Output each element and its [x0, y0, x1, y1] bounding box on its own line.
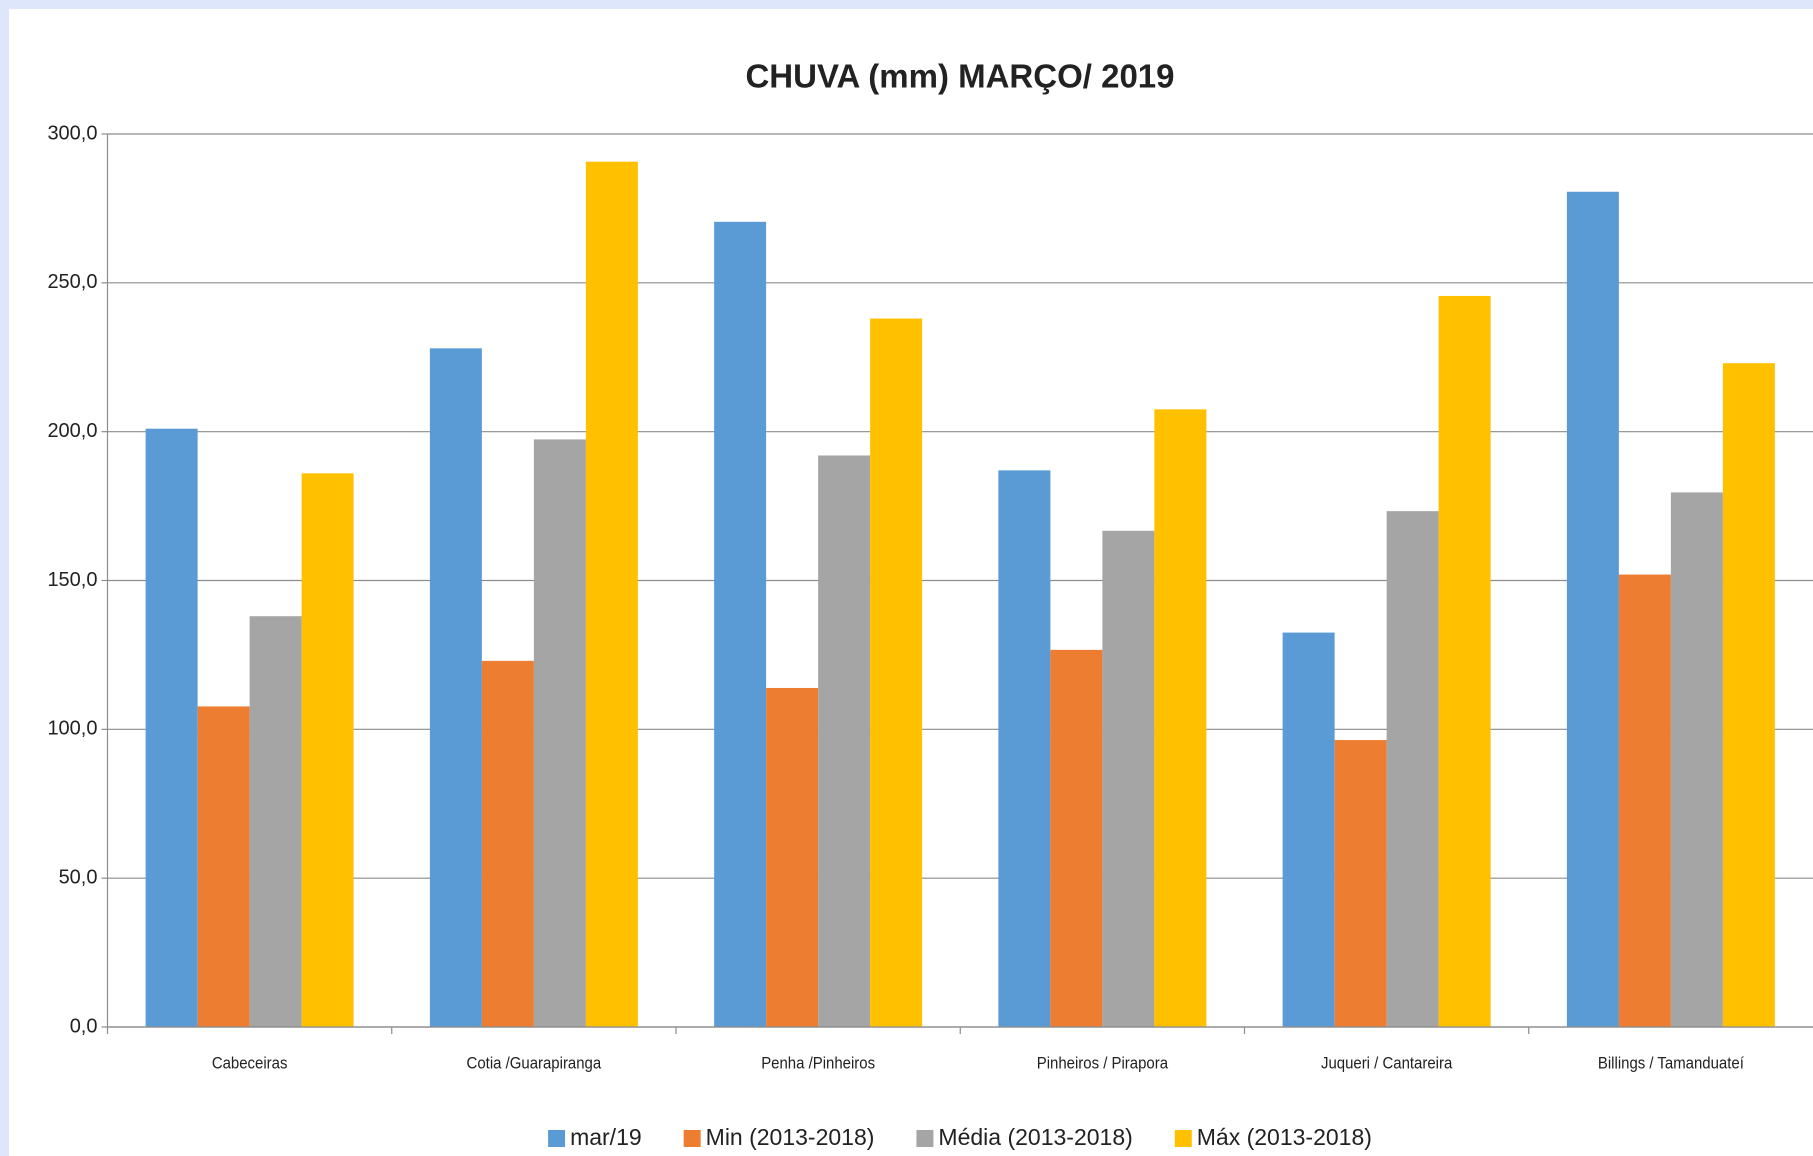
y-tick-label: 0,0	[70, 1015, 98, 1037]
chart-title: CHUVA (mm) MARÇO/ 2019	[745, 58, 1174, 95]
bar	[1438, 295, 1491, 1027]
legend-swatch	[683, 1130, 701, 1147]
bar	[1050, 649, 1103, 1027]
bar	[249, 616, 302, 1027]
x-tick-label: Penha /Pinheiros	[761, 1055, 875, 1073]
bar	[1102, 530, 1155, 1027]
bar	[1618, 574, 1671, 1027]
y-tick-label: 150,0	[47, 569, 97, 591]
bar	[481, 660, 534, 1027]
legend-swatch	[548, 1130, 566, 1147]
bar	[301, 473, 354, 1028]
bar	[429, 348, 482, 1027]
bar	[585, 161, 638, 1028]
x-tick-label: Cotia /Guarapiranga	[467, 1055, 602, 1073]
bar	[1334, 740, 1387, 1027]
bar	[533, 439, 586, 1027]
bar	[197, 706, 250, 1027]
bar	[1670, 492, 1723, 1028]
legend-swatch	[1174, 1130, 1192, 1147]
y-tick-label: 300,0	[47, 122, 97, 144]
y-tick-label: 250,0	[47, 271, 97, 293]
bar	[766, 687, 819, 1027]
bar	[818, 455, 871, 1028]
bar	[714, 221, 767, 1028]
bar	[1386, 511, 1439, 1027]
y-tick-label: 100,0	[47, 718, 97, 740]
bar	[1282, 632, 1335, 1027]
x-tick-label: Cabeceiras	[212, 1055, 288, 1073]
bar	[870, 318, 923, 1027]
legend-label: mar/19	[570, 1124, 642, 1150]
bar	[1154, 409, 1207, 1027]
bar	[998, 470, 1051, 1027]
legend-label: Min (2013-2018)	[706, 1124, 875, 1150]
x-tick-label: Billings / Tamanduateí	[1598, 1055, 1744, 1073]
y-tick-label: 200,0	[47, 420, 97, 442]
x-tick-label: Pinheiros / Pirapora	[1037, 1055, 1168, 1073]
x-tick-label: Juqueri / Cantareira	[1321, 1055, 1452, 1073]
bar	[1566, 191, 1619, 1028]
bar	[1722, 363, 1775, 1027]
legend-swatch	[916, 1130, 934, 1147]
legend-label: Máx (2013-2018)	[1197, 1124, 1372, 1150]
y-tick-label: 50,0	[59, 866, 98, 888]
bar	[145, 428, 198, 1027]
legend-label: Média (2013-2018)	[938, 1124, 1132, 1150]
